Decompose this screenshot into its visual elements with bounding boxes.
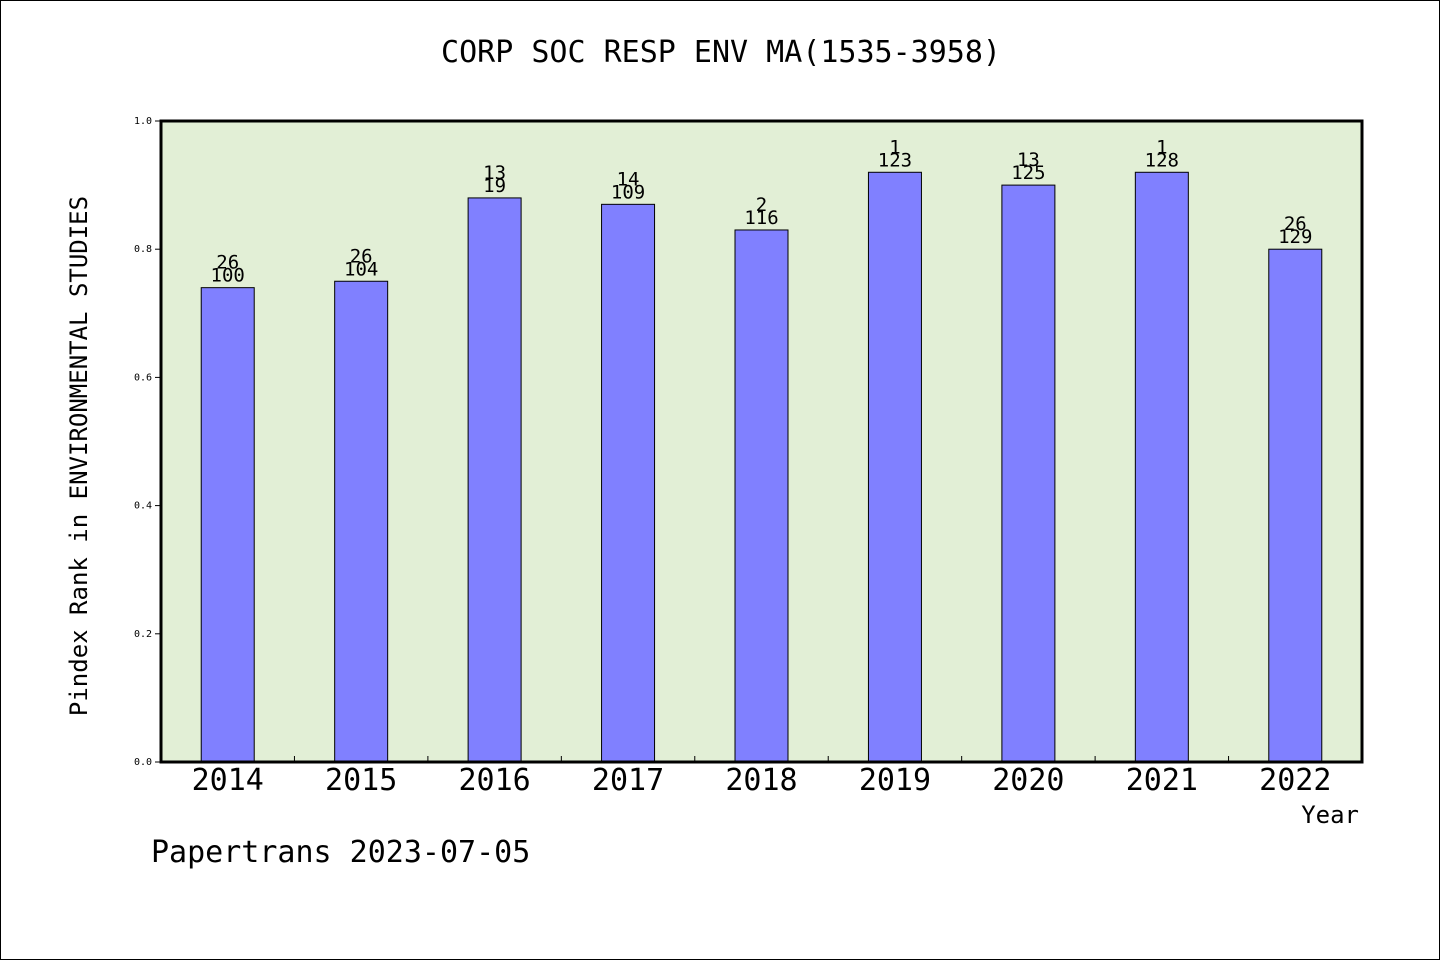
bar-label-bottom: 19 (483, 175, 506, 197)
footer-credit: Papertrans 2023-07-05 (151, 835, 531, 870)
bar-label-bottom: 128 (1145, 149, 1179, 171)
bar-2017 (601, 203, 656, 763)
bar-label-bottom: 125 (1011, 162, 1045, 184)
bar-label-top: 26 (216, 252, 239, 274)
y-tick-label: 1.0 (134, 116, 152, 127)
bar-label-top: 1 (1156, 136, 1167, 158)
bar-2014 (200, 287, 255, 763)
bar-2015 (334, 280, 389, 763)
bar-2022 (1268, 248, 1323, 763)
x-tick-label: 2017 (592, 763, 664, 798)
y-tick-label: 0.8 (134, 244, 152, 255)
x-tick-label: 2016 (458, 763, 530, 798)
bar-2020 (1001, 184, 1056, 763)
x-tick-label: 2022 (1259, 763, 1331, 798)
bar-label-bottom: 116 (744, 207, 778, 229)
y-tick-label: 0.6 (134, 372, 152, 383)
x-tick-label: 2021 (1126, 763, 1198, 798)
bar-2018 (734, 229, 789, 763)
chart-title: CORP SOC RESP ENV MA(1535-3958) (441, 35, 1001, 70)
x-tick-label: 2020 (992, 763, 1064, 798)
bar-label-bottom: 123 (878, 149, 912, 171)
x-tick-label: 2019 (859, 763, 931, 798)
y-tick-label: 0.0 (134, 757, 152, 768)
bar-label-top: 2 (756, 194, 767, 216)
bar-2021 (1134, 171, 1189, 763)
bar-label-top: 14 (617, 168, 640, 190)
bar-2016 (467, 197, 522, 763)
bar-label-top: 1 (889, 136, 900, 158)
bar-label-bottom: 100 (211, 265, 245, 287)
y-tick-label: 0.4 (134, 501, 152, 512)
bar-2019 (867, 171, 922, 763)
bar-label-bottom: 104 (344, 258, 378, 280)
bar-label-top: 13 (483, 162, 506, 184)
y-tick-label: 0.2 (134, 629, 152, 640)
x-tick-label: 2018 (725, 763, 797, 798)
x-axis-label: Year (1301, 801, 1359, 829)
x-tick-label: 2014 (192, 763, 264, 798)
bar-label-top: 26 (1284, 213, 1307, 235)
bar-label-top: 26 (350, 245, 373, 267)
bar-label-top: 13 (1017, 149, 1040, 171)
x-tick-label: 2015 (325, 763, 397, 798)
plot-border (159, 119, 1364, 764)
bar-label-bottom: 129 (1278, 226, 1312, 248)
bar-label-bottom: 109 (611, 181, 645, 203)
